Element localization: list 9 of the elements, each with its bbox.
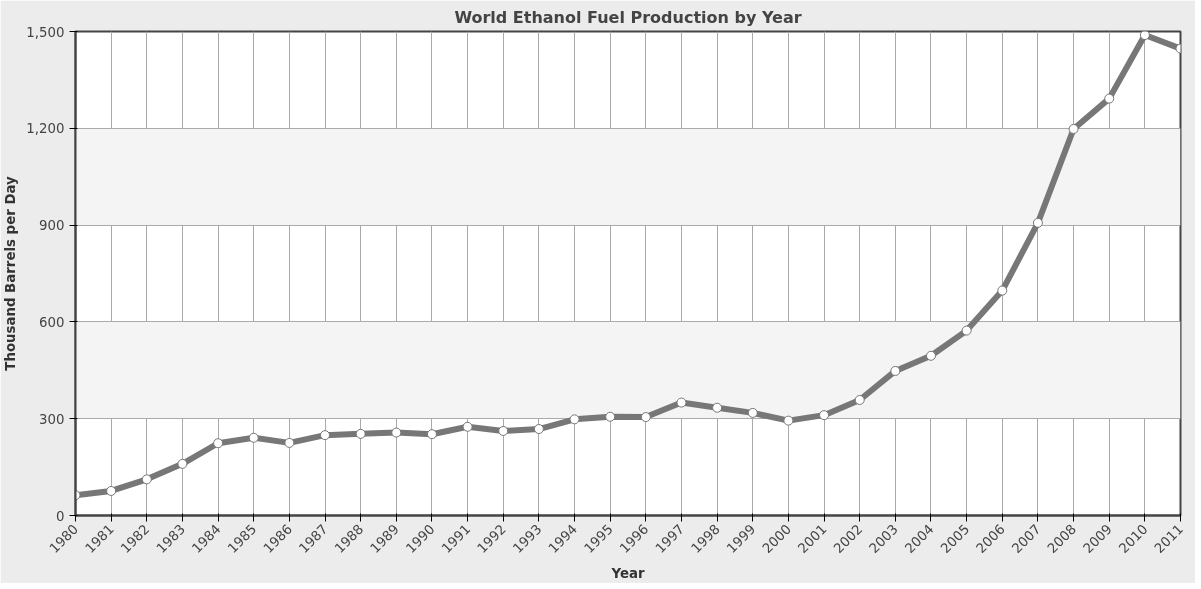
y-axis-title: Thousand Barrels per Day bbox=[3, 175, 19, 371]
y-tick-label: 900 bbox=[39, 218, 65, 234]
y-tick-label: 1,500 bbox=[26, 24, 65, 40]
y-tick-label: 600 bbox=[39, 314, 65, 330]
x-axis-title: Year bbox=[610, 565, 645, 581]
y-tick-label: 0 bbox=[56, 508, 65, 524]
y-tick-label: 1,200 bbox=[26, 121, 65, 137]
y-tick-label: 300 bbox=[39, 411, 65, 427]
chart-title: World Ethanol Fuel Production by Year bbox=[454, 7, 802, 27]
